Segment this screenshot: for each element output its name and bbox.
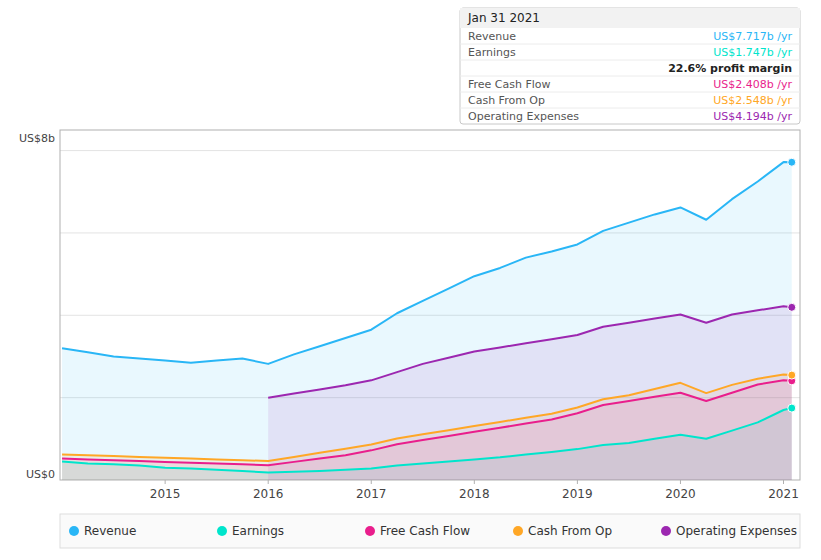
x-tick <box>371 480 372 484</box>
x-tick-label: 2015 <box>150 487 181 501</box>
legend-box <box>60 514 800 548</box>
series-line <box>268 306 792 397</box>
legend-swatch <box>365 526 375 536</box>
x-tick <box>165 480 166 484</box>
legend: Revenue Earnings Free Cash Flow Cash From O… <box>60 514 800 548</box>
legend-label: Earnings <box>232 524 284 538</box>
tooltip-separator <box>460 108 800 109</box>
x-tick <box>783 480 784 484</box>
legend-swatch <box>217 526 227 536</box>
grid-line <box>60 150 800 151</box>
legend-label: Free Cash Flow <box>380 524 470 538</box>
plot-data <box>62 158 796 480</box>
tooltip-title-bar <box>460 8 800 28</box>
tooltip-label: Revenue <box>468 30 516 43</box>
x-tick <box>680 480 681 484</box>
series-line <box>62 380 792 465</box>
axis-annotation: US$8b <box>19 132 55 145</box>
legend-swatch <box>513 526 523 536</box>
chart: 2015 2016 2017 2018 2019 2020 2021 US$8b US$0 Jan… <box>0 0 821 560</box>
tooltip-separator <box>460 44 800 45</box>
x-tick-label: 2017 <box>356 487 387 501</box>
series-line <box>62 375 792 461</box>
series-line <box>62 162 792 364</box>
tooltip: Jan 31 2021 Revenue US$7.717b /yr Earnings U… <box>460 8 800 124</box>
x-tick <box>474 480 475 484</box>
x-tick-label: 2016 <box>253 487 284 501</box>
legend-label: Operating Expenses <box>676 524 797 538</box>
tooltip-label: Earnings <box>468 46 516 59</box>
x-tick-label: 2020 <box>665 487 696 501</box>
x-tick-label: 2019 <box>562 487 593 501</box>
tooltip-value: US$1.747b /yr <box>713 46 792 59</box>
legend-label: Cash From Op <box>528 524 612 538</box>
end-dot <box>788 404 796 412</box>
tooltip-label: Free Cash Flow <box>468 78 551 91</box>
end-dot <box>788 371 796 379</box>
series-area <box>62 162 792 480</box>
tooltip-value: US$4.194b /yr <box>713 110 792 123</box>
end-dot <box>788 303 796 311</box>
tooltip-title: Jan 31 2021 <box>467 11 540 25</box>
legend-swatch <box>69 526 79 536</box>
tooltip-label: Operating Expenses <box>468 110 579 123</box>
tooltip-separator <box>460 92 800 93</box>
tooltip-separator <box>460 60 800 61</box>
x-tick-label: 2018 <box>459 487 490 501</box>
plot-frame <box>60 130 800 480</box>
legend-swatch <box>661 526 671 536</box>
x-tick <box>577 480 578 484</box>
end-dots <box>788 158 796 412</box>
tooltip-value: US$2.408b /yr <box>713 78 792 91</box>
x-tick <box>268 480 269 484</box>
tooltip-box <box>460 8 800 124</box>
tooltip-separator <box>460 76 800 77</box>
lines <box>62 162 792 472</box>
x-tick-label: 2021 <box>768 487 799 501</box>
legend-label: Revenue <box>84 524 136 538</box>
tooltip-value: 22.6% profit margin <box>668 62 792 75</box>
tooltip-value: US$2.548b /yr <box>713 94 792 107</box>
areas <box>62 162 792 480</box>
end-dot <box>788 158 796 166</box>
page: {"chart_data": { "type": "area", "x": [2… <box>0 0 821 560</box>
axis-annotation: US$0 <box>26 468 55 481</box>
tooltip-value: US$7.717b /yr <box>713 30 792 43</box>
tooltip-label: Cash From Op <box>468 94 545 107</box>
